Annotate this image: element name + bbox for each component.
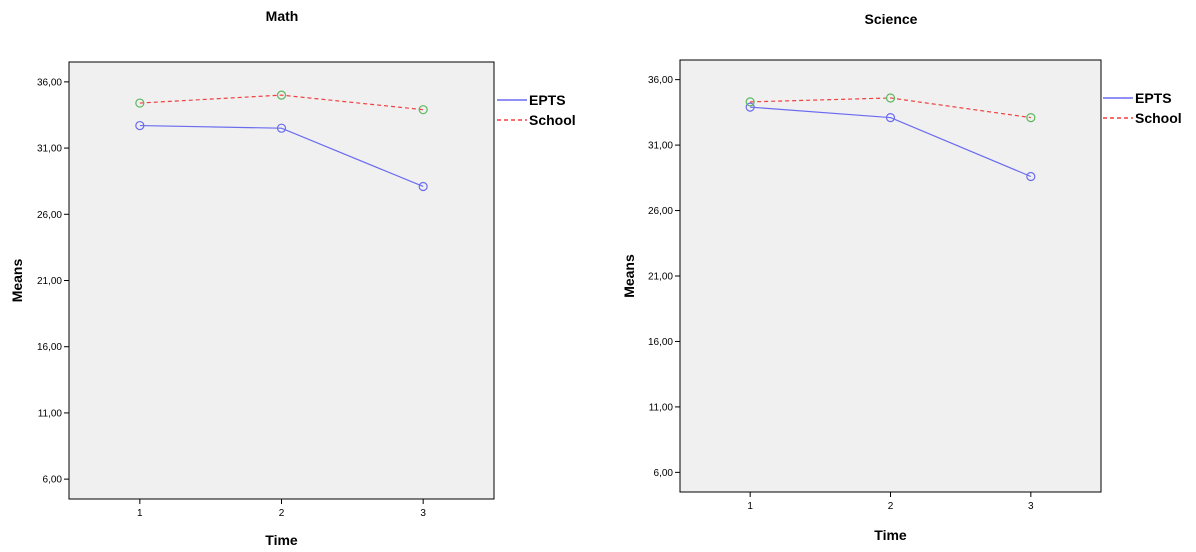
series-line-epts [139, 124, 424, 188]
science-chart: Science 6,00 11,00 16,00 21,00 26,00 31,00 36,0… [621, 11, 1182, 543]
x-tick-label: 1 [747, 501, 753, 512]
math-chart: Math 6,00 11,00 16,00 21,00 26,00 31,00 36,00 1 2… [9, 8, 576, 548]
series-line-epts [750, 106, 1032, 178]
y-tick-label: 6,00 [43, 475, 63, 486]
data-point-epts [745, 102, 755, 112]
y-tick-label: 11,00 [649, 402, 674, 413]
data-point-school [276, 90, 287, 100]
y-tick-label: 21,00 [37, 276, 62, 287]
data-point-school [418, 105, 428, 115]
data-point-epts [1026, 171, 1036, 182]
y-tick-label: 16,00 [37, 342, 62, 353]
plot-area [68, 61, 495, 500]
y-tick-label: 26,00 [648, 206, 673, 217]
data-point-school [135, 98, 145, 108]
y-tick-label: 31,00 [648, 141, 673, 152]
y-tick-label: 36,00 [648, 75, 673, 86]
y-tick-label: 36,00 [37, 77, 62, 88]
data-point-school [1026, 112, 1036, 123]
data-point-school [745, 97, 755, 107]
y-tick-label: 26,00 [37, 210, 62, 221]
x-axis-label: Time [874, 527, 907, 543]
y-axis-label: Means [9, 259, 25, 303]
legend-label-epts: EPTS [1135, 90, 1172, 106]
x-tick-label: 1 [137, 508, 143, 519]
legend-label-school: School [529, 112, 576, 128]
series-line-school [139, 94, 424, 111]
legend-label-epts: EPTS [529, 92, 566, 108]
x-tick-label: 3 [420, 508, 426, 519]
data-point-school [885, 93, 896, 103]
data-point-epts [276, 123, 287, 133]
y-tick-label: 6,00 [654, 468, 674, 479]
x-tick-label: 2 [888, 501, 894, 512]
x-tick-label: 3 [1028, 501, 1034, 512]
y-tick-label: 21,00 [648, 272, 673, 283]
y-tick-label: 31,00 [37, 144, 62, 155]
y-axis-label: Means [621, 254, 637, 298]
series-line-school [750, 97, 1031, 119]
chart-title: Science [865, 11, 918, 27]
plot-area [679, 59, 1102, 493]
y-tick-label: 16,00 [648, 337, 673, 348]
data-point-epts [135, 120, 145, 131]
x-tick-label: 2 [279, 508, 285, 519]
legend-label-school: School [1135, 110, 1182, 126]
data-point-epts [418, 181, 428, 192]
data-point-epts [885, 112, 896, 123]
x-axis-label: Time [265, 532, 298, 548]
chart-title: Math [266, 8, 299, 24]
y-tick-label: 11,00 [38, 408, 63, 419]
